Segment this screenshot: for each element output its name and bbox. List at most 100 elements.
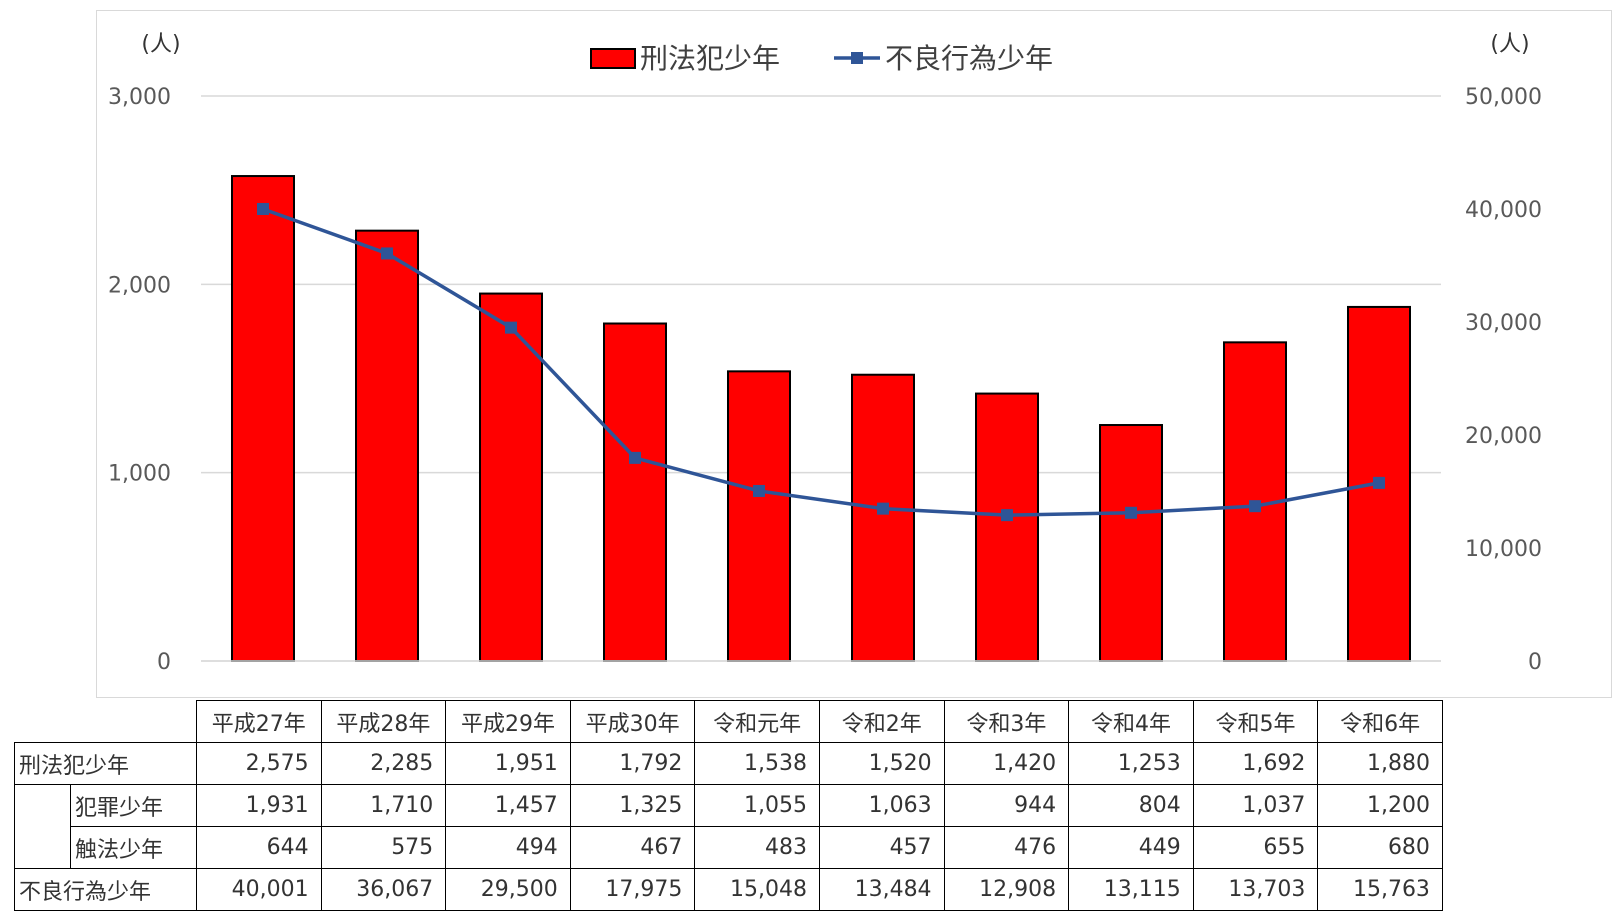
table-cell: 1,710 (320, 784, 447, 827)
legend-swatch-marker (851, 52, 863, 64)
chart-frame: 0 1,000 2,000 3,000 0 10,000 20,000 30,000 40,00… (96, 10, 1612, 698)
bar (1347, 305, 1411, 662)
table-cell: 483 (694, 826, 820, 869)
table-cell: 457 (818, 826, 945, 869)
table-header-cell: 平成29年 (445, 700, 571, 743)
combo-chart: 0 1,000 2,000 3,000 0 10,000 20,000 30,000 40,00… (108, 32, 1542, 675)
line-point (257, 202, 269, 215)
bar (975, 392, 1039, 662)
table-cell: 1,457 (445, 784, 571, 827)
table-cell: 2,575 (196, 742, 322, 785)
table-cell: 655 (1192, 826, 1319, 869)
table-header-cell: 平成30年 (569, 700, 696, 743)
y-left-unit: (人) (141, 32, 180, 57)
bar (727, 370, 791, 662)
line-point (753, 484, 765, 497)
table-row: 触法少年 644 575 494 467 483 457 476 449 655 680 (14, 826, 1443, 869)
bar (851, 373, 915, 662)
bar (1099, 424, 1163, 663)
table-indent (14, 826, 71, 869)
table-header-cell: 平成28年 (320, 700, 447, 743)
table-cell: 944 (943, 784, 1070, 827)
y-right-tick-label: 50,000 (1465, 85, 1542, 110)
y-right-unit: (人) (1490, 32, 1529, 57)
table-cell: 29,500 (445, 868, 571, 911)
table-cell: 494 (445, 826, 571, 869)
table-cell: 575 (320, 826, 447, 869)
table-cell: 1,520 (818, 742, 945, 785)
bar-series (231, 175, 1411, 663)
line-point (1125, 506, 1137, 519)
line-point (505, 321, 517, 334)
line-point (1249, 500, 1261, 513)
line-point (1373, 476, 1385, 489)
bar (479, 292, 543, 662)
table-cell: 17,975 (569, 868, 696, 911)
table-cell: 1,063 (818, 784, 945, 827)
table-cell: 449 (1068, 826, 1194, 869)
table-header-cell: 平成27年 (196, 700, 322, 743)
table-cell: 1,951 (445, 742, 571, 785)
line-point (1001, 509, 1013, 522)
table-row-label: 犯罪少年 (70, 784, 197, 827)
y-right-tick-label: 20,000 (1465, 424, 1542, 449)
table-cell: 804 (1068, 784, 1194, 827)
legend-label-bar: 刑法犯少年 (640, 42, 780, 75)
bar (355, 229, 419, 663)
legend-swatch-bar (590, 48, 636, 69)
table-cell: 36,067 (320, 868, 447, 911)
y-right-tick-label: 0 (1528, 650, 1542, 675)
table-header-row: 平成27年 平成28年 平成29年 平成30年 令和元年 令和2年 令和3年 令和4年 令和5年… (15, 700, 1443, 743)
table-row: 刑法犯少年 2,575 2,285 1,951 1,792 1,538 1,520 1,420… (14, 742, 1443, 785)
table-header-cell: 令和5年 (1192, 700, 1319, 743)
line-series (257, 202, 1385, 522)
table-cell: 1,792 (569, 742, 696, 785)
y-left-tick-label: 1,000 (108, 462, 171, 487)
table-header-cell: 令和3年 (943, 700, 1070, 743)
table-cell: 2,285 (320, 742, 447, 785)
table-row-label: 刑法犯少年 (14, 742, 197, 785)
table-cell: 476 (943, 826, 1070, 869)
table-cell: 1,200 (1317, 784, 1443, 827)
y-left-tick-label: 3,000 (108, 85, 171, 110)
table-row: 不良行為少年 40,001 36,067 29,500 17,975 15,048 13,4… (14, 868, 1443, 911)
table-indent (14, 784, 71, 827)
table-row-label: 触法少年 (70, 826, 197, 869)
table-header-cell: 令和元年 (694, 700, 820, 743)
line-point (877, 502, 889, 515)
table-cell: 13,115 (1068, 868, 1194, 911)
table-cell: 40,001 (196, 868, 322, 911)
y-left-tick-label: 2,000 (108, 273, 171, 298)
table-cell: 1,692 (1192, 742, 1319, 785)
table-cell: 680 (1317, 826, 1443, 869)
table-cell: 1,253 (1068, 742, 1194, 785)
legend-label-line: 不良行為少年 (885, 42, 1053, 75)
table-cell: 13,703 (1192, 868, 1319, 911)
table-row-label: 不良行為少年 (14, 868, 197, 911)
table-cell: 644 (196, 826, 322, 869)
table-cell: 1,037 (1192, 784, 1319, 827)
table-cell: 1,055 (694, 784, 820, 827)
axes: 0 1,000 2,000 3,000 0 10,000 20,000 30,000 40,00… (108, 32, 1542, 675)
table-cell: 1,420 (943, 742, 1070, 785)
table-header-cell: 令和4年 (1068, 700, 1194, 743)
table-cell: 1,538 (694, 742, 820, 785)
table-cell: 467 (569, 826, 696, 869)
table-cell: 13,484 (818, 868, 945, 911)
table-corner (15, 701, 197, 743)
table-cell: 1,325 (569, 784, 696, 827)
data-table: 平成27年 平成28年 平成29年 平成30年 令和元年 令和2年 令和3年 令和4年 令和5年… (14, 700, 1443, 911)
y-right-tick-label: 30,000 (1465, 311, 1542, 336)
table-cell: 1,931 (196, 784, 322, 827)
y-left-tick-label: 0 (157, 650, 171, 675)
line-point (381, 247, 393, 260)
series-line (262, 207, 1380, 517)
table-cell: 12,908 (943, 868, 1070, 911)
line-point (629, 451, 641, 464)
table-cell: 15,048 (694, 868, 820, 911)
table-header-cell: 令和6年 (1317, 700, 1443, 743)
legend: 刑法犯少年 不良行為少年 (590, 42, 1053, 75)
table-cell: 1,880 (1317, 742, 1443, 785)
bar (603, 322, 667, 662)
table-cell: 15,763 (1317, 868, 1443, 911)
